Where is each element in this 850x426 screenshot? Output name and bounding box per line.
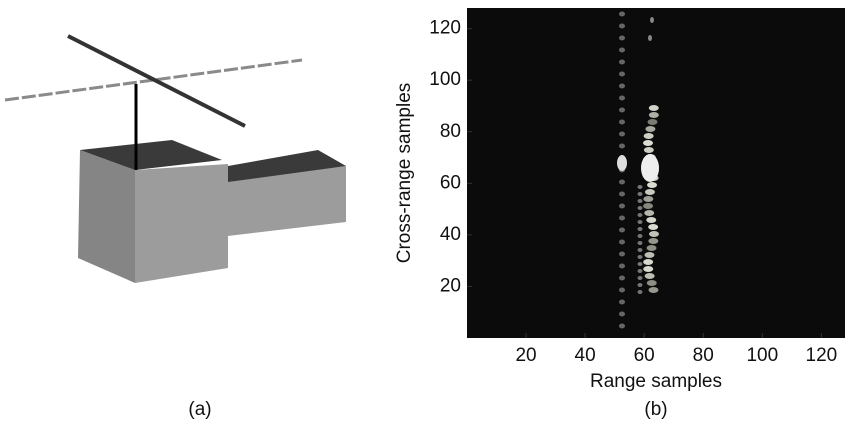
x-tick-label: 100 xyxy=(746,345,778,366)
scatterer xyxy=(619,48,625,53)
scatterer xyxy=(619,132,625,137)
scatterer xyxy=(619,108,625,113)
scatterer xyxy=(617,155,627,171)
scatterer xyxy=(619,72,625,77)
scatterer xyxy=(638,192,643,196)
y-tick-label: 100 xyxy=(429,69,461,90)
block-front xyxy=(135,164,228,283)
scatterer xyxy=(619,120,625,125)
scatterer xyxy=(619,204,625,209)
scatterer xyxy=(638,227,643,231)
scatterer xyxy=(648,224,658,230)
scatterer xyxy=(645,126,655,132)
scatterer xyxy=(649,112,659,118)
scatterer xyxy=(644,252,654,258)
scatterer xyxy=(650,17,654,23)
y-tick-label: 40 xyxy=(440,224,461,245)
scatterer xyxy=(643,259,653,265)
scatterer xyxy=(638,241,643,245)
scatterer xyxy=(648,35,652,41)
scatterer xyxy=(638,185,643,189)
scatterer xyxy=(648,238,658,244)
scatterer xyxy=(619,216,625,221)
scatterer xyxy=(619,288,625,293)
scatterer xyxy=(649,231,659,237)
x-axis-label: Range samples xyxy=(590,371,722,392)
scatterer xyxy=(641,154,659,182)
scatterer xyxy=(619,192,625,197)
panel-label: (a) xyxy=(188,399,211,420)
rotor-blade xyxy=(68,36,245,126)
scatterer xyxy=(619,324,625,329)
scatterer xyxy=(647,245,657,251)
scatterer xyxy=(619,60,625,65)
scatterer xyxy=(643,140,653,146)
scatterer xyxy=(619,300,625,305)
x-tick-label: 40 xyxy=(575,345,596,366)
scatterer xyxy=(643,203,653,209)
scatterer xyxy=(619,228,625,233)
scatterer xyxy=(645,189,655,195)
scatterer xyxy=(619,264,625,269)
scatterer xyxy=(638,283,643,287)
scatterer xyxy=(619,84,625,89)
x-tick-label: 60 xyxy=(634,345,655,366)
scatterer xyxy=(638,276,643,280)
x-tick-label: 120 xyxy=(806,345,838,366)
scatterer xyxy=(645,273,655,279)
block-side xyxy=(78,150,135,283)
scatterer xyxy=(638,213,643,217)
scatterer xyxy=(638,290,643,294)
scatterer xyxy=(644,210,654,216)
scatterer xyxy=(649,105,659,111)
y-tick-label: 20 xyxy=(440,275,461,296)
y-tick-label: 120 xyxy=(429,18,461,39)
scatterer xyxy=(648,287,658,293)
scatterer xyxy=(619,276,625,281)
scatterer xyxy=(638,234,643,238)
scatterer xyxy=(619,252,625,257)
scatterer xyxy=(619,312,625,317)
scatterer xyxy=(619,144,625,149)
scatterer xyxy=(638,262,643,266)
scatterer xyxy=(638,199,643,203)
figure: (a) Range samples Cross-range samples (b… xyxy=(0,0,850,426)
y-axis-label: Cross-range samples xyxy=(394,83,415,264)
scatterer xyxy=(619,24,625,29)
scatterer xyxy=(647,182,657,188)
scatterer xyxy=(643,266,653,272)
scatterer xyxy=(644,147,654,153)
scatterer xyxy=(647,119,657,125)
scatterer xyxy=(643,196,653,202)
scatterer xyxy=(638,269,643,273)
y-tick-label: 60 xyxy=(440,172,461,193)
scatterer xyxy=(647,280,657,286)
y-tick-label: 80 xyxy=(440,121,461,142)
scatterer xyxy=(619,36,625,41)
scatterer xyxy=(638,255,643,259)
scatterer xyxy=(638,206,643,210)
panel-label: (b) xyxy=(644,399,667,420)
scatterer xyxy=(638,220,643,224)
scatterer xyxy=(638,248,643,252)
helicopter-model: (a) xyxy=(5,36,346,420)
scatterer xyxy=(619,240,625,245)
scatterer xyxy=(646,217,656,223)
x-tick-label: 20 xyxy=(515,345,536,366)
x-tick-label: 80 xyxy=(693,345,714,366)
scatterer xyxy=(644,133,654,139)
scatterer xyxy=(619,12,625,17)
scatterer xyxy=(619,180,625,185)
scatterer xyxy=(619,96,625,101)
